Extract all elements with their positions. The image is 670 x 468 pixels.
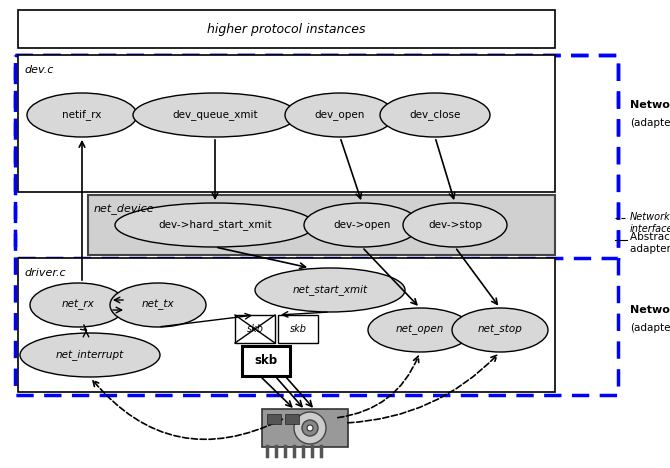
Ellipse shape (115, 203, 315, 247)
Circle shape (307, 425, 313, 431)
Bar (267, 414, 281, 424)
Circle shape (302, 420, 318, 436)
Bar (242, 346, 290, 376)
Ellipse shape (30, 283, 126, 327)
Text: net_device: net_device (94, 203, 155, 214)
Text: net_tx: net_tx (141, 300, 174, 310)
Bar (15, 55, 618, 258)
Ellipse shape (27, 93, 137, 137)
Text: netif_rx: netif_rx (62, 110, 102, 120)
Text: net_start_xmit: net_start_xmit (292, 285, 368, 295)
Text: skb: skb (247, 324, 263, 334)
Bar (18, 10, 555, 48)
Ellipse shape (452, 308, 548, 352)
Text: Network-devices
interface: Network-devices interface (630, 212, 670, 234)
FancyBboxPatch shape (262, 409, 348, 447)
Ellipse shape (380, 93, 490, 137)
Text: net_stop: net_stop (478, 325, 523, 335)
Bar (18, 258, 555, 392)
Text: Network devices: Network devices (630, 100, 670, 110)
Ellipse shape (255, 268, 405, 312)
Text: net_interrupt: net_interrupt (56, 350, 124, 360)
Text: dev.c: dev.c (24, 65, 54, 75)
Text: dev->stop: dev->stop (428, 220, 482, 230)
Text: Network driver: Network driver (630, 305, 670, 315)
Text: skb: skb (289, 324, 306, 334)
Bar (18, 55, 555, 192)
Text: dev->hard_start_xmit: dev->hard_start_xmit (158, 219, 272, 230)
Text: (adapter-specific): (adapter-specific) (630, 323, 670, 333)
Text: skb: skb (255, 354, 277, 367)
Text: higher protocol instances: higher protocol instances (207, 22, 366, 36)
Ellipse shape (110, 283, 206, 327)
Text: net_open: net_open (396, 325, 444, 335)
Text: dev->open: dev->open (333, 220, 391, 230)
Text: (adapter-independent): (adapter-independent) (630, 118, 670, 128)
Bar (235, 315, 275, 343)
Text: dev_queue_xmit: dev_queue_xmit (172, 110, 258, 120)
Bar (15, 55, 618, 395)
Ellipse shape (304, 203, 420, 247)
Ellipse shape (403, 203, 507, 247)
Text: dev_close: dev_close (409, 110, 461, 120)
Bar (285, 414, 299, 424)
Circle shape (294, 412, 326, 444)
Ellipse shape (20, 333, 160, 377)
Text: net_rx: net_rx (62, 300, 94, 310)
Text: Abstraction from
adapter specifics: Abstraction from adapter specifics (630, 232, 670, 254)
Text: dev_open: dev_open (315, 110, 365, 120)
Ellipse shape (285, 93, 395, 137)
Text: driver.c: driver.c (24, 268, 66, 278)
Ellipse shape (368, 308, 472, 352)
Bar (88, 195, 555, 255)
Ellipse shape (133, 93, 297, 137)
Bar (278, 315, 318, 343)
